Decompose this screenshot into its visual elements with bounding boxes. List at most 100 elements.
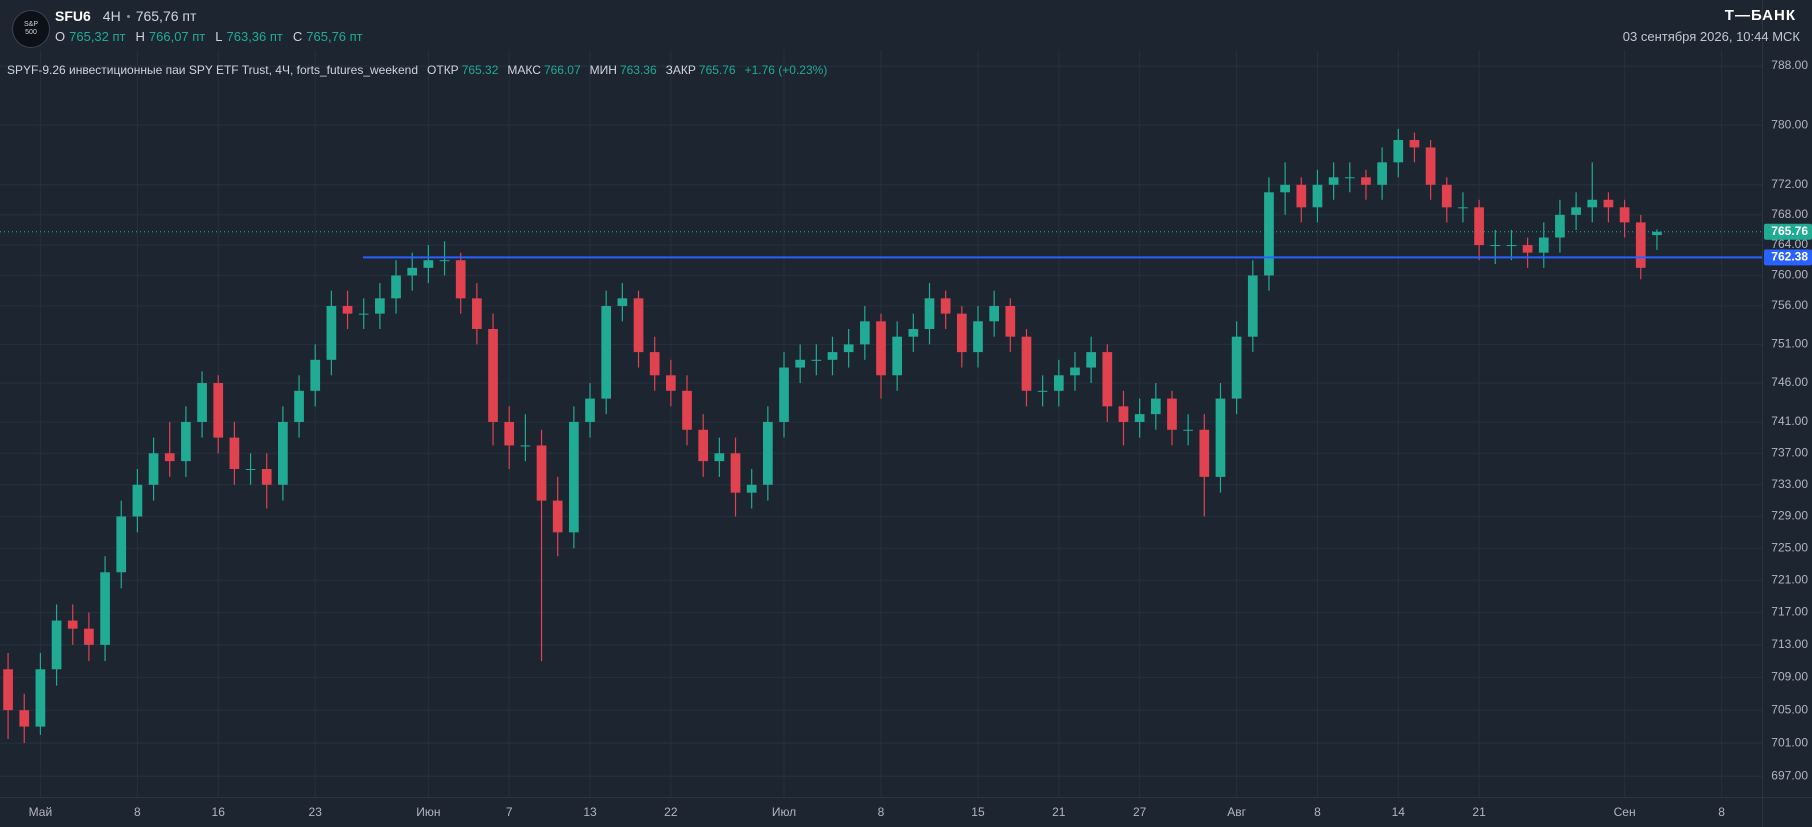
y-tick-label: 713.00 bbox=[1771, 637, 1808, 651]
candle-body bbox=[811, 359, 822, 361]
candle-body bbox=[407, 267, 418, 276]
y-tick-label: 788.00 bbox=[1771, 58, 1808, 72]
x-tick-label: 8 bbox=[1718, 805, 1725, 819]
candle-body bbox=[601, 305, 612, 399]
legend-open-label: ОТКР bbox=[427, 63, 459, 77]
x-tick-label: 21 bbox=[1472, 805, 1486, 819]
candle-body bbox=[1280, 184, 1290, 193]
candle-body bbox=[1296, 184, 1307, 208]
x-tick-label: 23 bbox=[309, 805, 323, 819]
candle-body bbox=[1522, 245, 1533, 253]
y-tick-label: 737.00 bbox=[1771, 445, 1808, 459]
candle-body bbox=[1425, 147, 1436, 185]
candle-body bbox=[1086, 352, 1096, 368]
legend-change: +1.76 (+0.23%) bbox=[744, 63, 828, 77]
candle-body bbox=[698, 429, 709, 462]
candle-body bbox=[1183, 429, 1193, 431]
y-tick-label: 721.00 bbox=[1771, 572, 1808, 586]
candle-body bbox=[520, 445, 531, 447]
legend-low: 763.36 bbox=[619, 63, 657, 77]
candle-body bbox=[278, 421, 288, 485]
candle-body bbox=[326, 305, 337, 360]
candle-body bbox=[617, 298, 628, 306]
candle-body bbox=[310, 359, 321, 391]
x-tick-label: 8 bbox=[878, 805, 885, 819]
candle-body bbox=[342, 305, 353, 314]
candle-body bbox=[181, 421, 191, 462]
candle-body bbox=[1490, 245, 1501, 247]
ohlc-value: 763,36 пт bbox=[226, 29, 283, 44]
legend-close: 765.76 bbox=[698, 63, 736, 77]
y-tick-label: 697.00 bbox=[1771, 768, 1808, 782]
candle-body bbox=[19, 710, 30, 727]
candle-body bbox=[585, 398, 595, 422]
x-tick-label: 22 bbox=[664, 805, 678, 819]
ohlc-label: H bbox=[135, 29, 145, 44]
candle-body bbox=[1603, 199, 1614, 208]
y-tick-label: 764.00 bbox=[1771, 237, 1808, 251]
candle-body bbox=[569, 421, 579, 533]
candle-body bbox=[100, 572, 110, 645]
separator-dot bbox=[126, 14, 130, 18]
ticker: SFU6 bbox=[55, 8, 91, 24]
candle-body bbox=[827, 352, 838, 360]
y-tick-label: 751.00 bbox=[1771, 337, 1808, 351]
candle-body bbox=[1441, 184, 1452, 208]
candle-body bbox=[876, 321, 886, 376]
ohlc-label: C bbox=[292, 29, 303, 44]
ohlc-label: O bbox=[55, 29, 66, 44]
candle-body bbox=[989, 305, 1000, 322]
ohlc-row: O 765,32 пт H 766,07 пт L 763,36 пт C 765,76 пт bbox=[55, 29, 363, 44]
candle-body bbox=[1021, 336, 1032, 391]
y-tick-label: 705.00 bbox=[1771, 702, 1808, 716]
candle-body bbox=[132, 484, 143, 517]
candle-body bbox=[1409, 139, 1420, 148]
candle-body bbox=[682, 390, 692, 430]
x-tick-label: Май bbox=[29, 805, 53, 819]
brand: Т—БАНК bbox=[1724, 7, 1796, 24]
candle-body bbox=[3, 669, 13, 711]
price: 765,76 пт bbox=[135, 8, 197, 24]
candle-body bbox=[1506, 245, 1517, 247]
y-tick-label: 760.00 bbox=[1771, 268, 1808, 282]
logo: S&P 500 bbox=[12, 10, 50, 48]
last-price-label: 765.76 bbox=[1771, 224, 1808, 238]
y-tick-label: 746.00 bbox=[1771, 375, 1808, 389]
candle-body bbox=[391, 275, 401, 299]
candle-body bbox=[1458, 207, 1468, 209]
candle-body bbox=[779, 367, 789, 422]
candle-body bbox=[294, 390, 304, 422]
last-price-badge bbox=[1764, 223, 1812, 240]
candle-body bbox=[956, 313, 967, 353]
candle-body bbox=[261, 469, 272, 485]
candle-body bbox=[1555, 214, 1565, 238]
candle-body bbox=[148, 453, 159, 485]
x-tick-label: 16 bbox=[212, 805, 226, 819]
candle-body bbox=[1312, 184, 1323, 208]
y-tick-label: 756.00 bbox=[1771, 298, 1808, 312]
interval: 4H bbox=[102, 8, 121, 24]
x-tick-label: 7 bbox=[506, 805, 513, 819]
candle-body bbox=[714, 453, 725, 462]
candle-body bbox=[1361, 177, 1371, 185]
candle-body bbox=[1377, 162, 1387, 185]
candle-body bbox=[1474, 207, 1484, 246]
candle-body bbox=[164, 453, 175, 462]
candle-body bbox=[1102, 352, 1113, 407]
candle-body bbox=[35, 669, 46, 727]
candle-body bbox=[488, 328, 498, 422]
candle-body bbox=[1005, 305, 1016, 337]
candle-body bbox=[1538, 237, 1549, 253]
candle-body bbox=[1635, 222, 1646, 268]
x-tick-label: 27 bbox=[1133, 805, 1147, 819]
ohlc-value: 765,32 пт bbox=[69, 29, 126, 44]
candle-body bbox=[1344, 177, 1355, 179]
y-tick-label: 733.00 bbox=[1771, 477, 1808, 491]
legend: SPYF-9.26 инвестиционные паи SPY ETF Tru… bbox=[7, 63, 827, 77]
candle-body bbox=[358, 313, 369, 315]
candle-body bbox=[67, 620, 78, 629]
legend-open: 765.32 bbox=[461, 63, 499, 77]
